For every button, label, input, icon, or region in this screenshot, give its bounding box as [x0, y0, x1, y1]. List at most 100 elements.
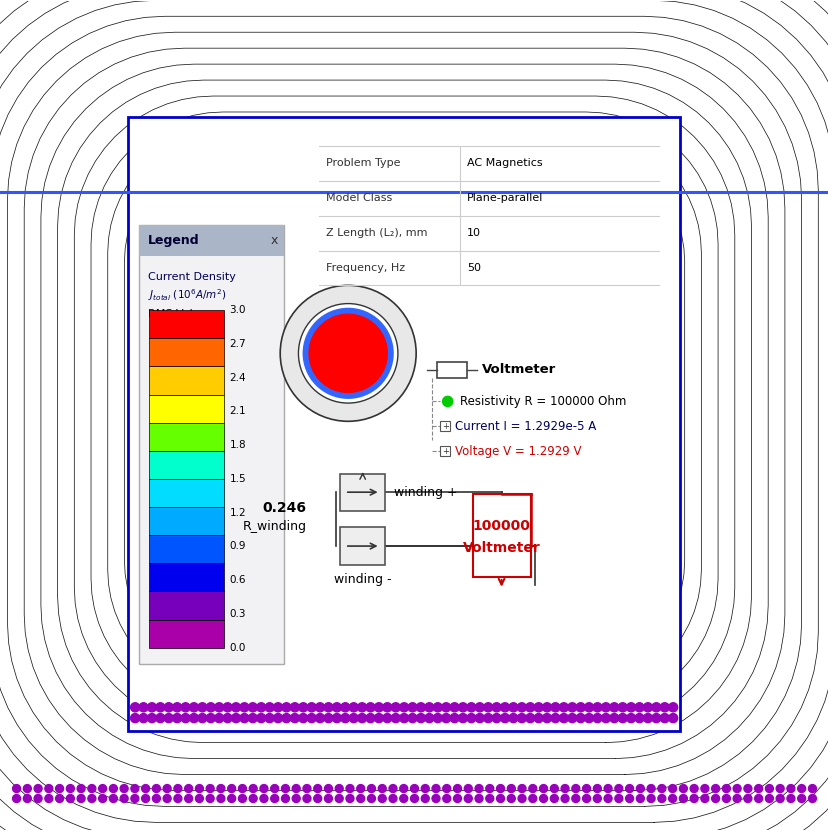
Circle shape	[12, 784, 21, 793]
Circle shape	[280, 285, 416, 421]
Circle shape	[625, 794, 633, 803]
Circle shape	[357, 714, 366, 723]
Circle shape	[324, 714, 333, 723]
Circle shape	[378, 784, 386, 793]
Circle shape	[466, 703, 475, 712]
Circle shape	[77, 794, 85, 803]
Text: Legend: Legend	[147, 234, 199, 247]
Circle shape	[786, 784, 794, 793]
Circle shape	[273, 714, 282, 723]
Circle shape	[667, 703, 676, 712]
Circle shape	[120, 794, 128, 803]
Circle shape	[528, 784, 537, 793]
Circle shape	[775, 794, 783, 803]
Circle shape	[582, 784, 590, 793]
Circle shape	[625, 784, 633, 793]
Circle shape	[298, 303, 397, 403]
Circle shape	[651, 714, 660, 723]
Circle shape	[152, 784, 160, 793]
Circle shape	[689, 784, 697, 793]
Circle shape	[239, 703, 248, 712]
Circle shape	[407, 703, 416, 712]
Circle shape	[164, 714, 173, 723]
Circle shape	[189, 714, 198, 723]
Circle shape	[647, 794, 654, 803]
Circle shape	[442, 784, 450, 793]
Bar	[149, 450, 224, 479]
Circle shape	[248, 714, 257, 723]
Circle shape	[120, 784, 128, 793]
Circle shape	[710, 784, 719, 793]
Text: Current Density: Current Density	[147, 272, 235, 282]
Bar	[436, 361, 466, 378]
Circle shape	[464, 784, 472, 793]
Circle shape	[551, 714, 560, 723]
Circle shape	[298, 703, 307, 712]
Circle shape	[231, 703, 240, 712]
Circle shape	[500, 703, 509, 712]
Bar	[139, 225, 284, 256]
Circle shape	[492, 703, 501, 712]
Circle shape	[679, 794, 686, 803]
Circle shape	[441, 714, 450, 723]
Circle shape	[66, 794, 75, 803]
Text: Plane-parallel: Plane-parallel	[466, 194, 542, 204]
Circle shape	[66, 784, 75, 793]
Circle shape	[399, 794, 407, 803]
Bar	[440, 421, 450, 431]
Circle shape	[797, 794, 805, 803]
Text: winding -: winding -	[334, 573, 391, 586]
Circle shape	[45, 794, 53, 803]
Bar	[149, 395, 224, 423]
Circle shape	[410, 784, 418, 793]
Text: +: +	[441, 422, 448, 430]
Circle shape	[273, 703, 282, 712]
Circle shape	[533, 703, 542, 712]
Text: Resistivity R = 100000 Ohm: Resistivity R = 100000 Ohm	[460, 395, 626, 408]
Circle shape	[416, 714, 425, 723]
Circle shape	[424, 703, 433, 712]
Circle shape	[206, 714, 215, 723]
Circle shape	[657, 784, 665, 793]
Circle shape	[223, 703, 232, 712]
Circle shape	[551, 703, 560, 712]
Circle shape	[374, 714, 383, 723]
Circle shape	[349, 714, 358, 723]
Circle shape	[198, 703, 207, 712]
Circle shape	[517, 703, 526, 712]
Circle shape	[315, 703, 325, 712]
Circle shape	[550, 794, 557, 803]
Circle shape	[282, 714, 291, 723]
Circle shape	[626, 714, 635, 723]
Circle shape	[99, 784, 107, 793]
Bar	[440, 446, 450, 456]
Text: Voltmeter: Voltmeter	[462, 541, 540, 555]
Circle shape	[271, 784, 278, 793]
Bar	[149, 479, 224, 507]
Circle shape	[433, 703, 442, 712]
Circle shape	[374, 703, 383, 712]
Circle shape	[689, 794, 697, 803]
Circle shape	[356, 794, 364, 803]
Circle shape	[265, 703, 274, 712]
Circle shape	[474, 703, 484, 712]
Circle shape	[163, 794, 171, 803]
Circle shape	[172, 703, 181, 712]
Circle shape	[391, 714, 400, 723]
Circle shape	[474, 794, 483, 803]
Circle shape	[431, 784, 440, 793]
Circle shape	[416, 703, 425, 712]
Text: AC Magnetics: AC Magnetics	[466, 159, 542, 169]
Circle shape	[99, 794, 107, 803]
Text: 1.2: 1.2	[229, 508, 246, 518]
Circle shape	[775, 784, 783, 793]
Bar	[149, 592, 224, 619]
Circle shape	[485, 794, 493, 803]
Circle shape	[518, 794, 526, 803]
Circle shape	[388, 794, 397, 803]
Circle shape	[753, 794, 762, 803]
Circle shape	[139, 714, 148, 723]
Circle shape	[163, 784, 171, 793]
Circle shape	[458, 714, 467, 723]
Circle shape	[306, 703, 315, 712]
